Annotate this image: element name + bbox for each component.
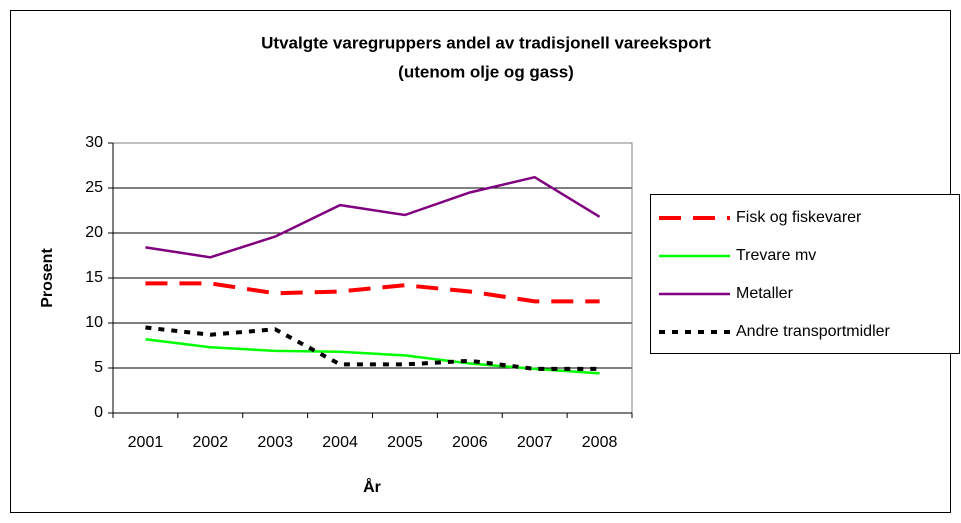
x-tick-label: 2001 [128, 434, 164, 451]
x-tick-label: 2004 [322, 434, 358, 451]
x-tick-label: 2002 [193, 434, 229, 451]
legend-label: Trevare mv [736, 247, 816, 264]
legend-label: Andre transportmidler [736, 323, 891, 340]
y-tick-label: 25 [85, 179, 103, 196]
y-axis-title: Prosent [39, 248, 56, 308]
legend-label: Fisk og fiskevarer [736, 209, 862, 226]
series-line [145, 175, 601, 259]
legend [650, 194, 960, 354]
y-tick-label: 0 [94, 404, 103, 421]
y-tick-label: 15 [85, 269, 103, 286]
chart-title: Utvalgte varegruppers andel av tradisjon… [261, 33, 711, 52]
x-tick-label: 2005 [387, 434, 423, 451]
y-tick-label: 30 [85, 134, 103, 151]
series-line [145, 281, 600, 304]
x-tick-label: 2007 [517, 434, 553, 451]
y-tick-label: 20 [85, 224, 103, 241]
series-line [145, 325, 600, 371]
x-tick-label: 2006 [452, 434, 488, 451]
x-tick-label: 2008 [582, 434, 618, 451]
y-tick-label: 5 [94, 359, 103, 376]
legend-label: Metaller [736, 285, 794, 302]
series-line [145, 337, 600, 375]
chart-subtitle: (utenom olje og gass) [398, 62, 574, 81]
x-axis-title: År [363, 477, 381, 496]
y-tick-label: 10 [85, 314, 103, 331]
x-tick-label: 2003 [257, 434, 293, 451]
